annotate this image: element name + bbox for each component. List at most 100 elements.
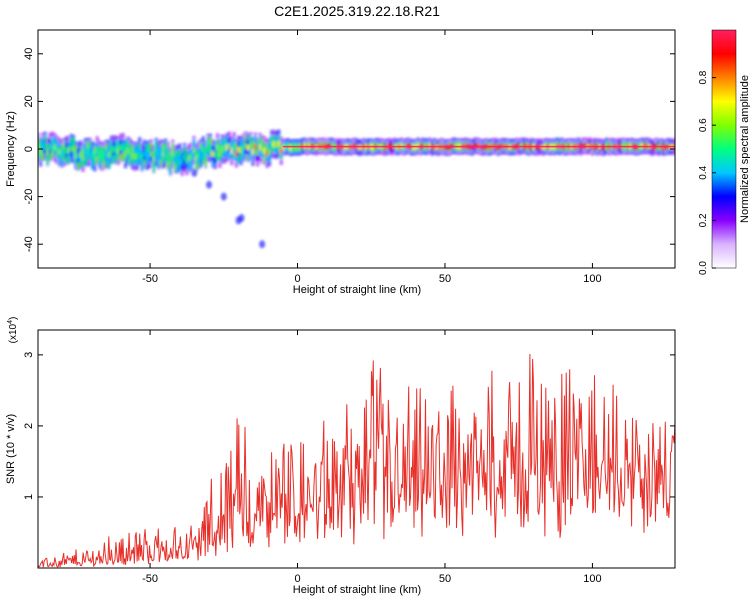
spectrogram-cell [183,146,186,154]
spectrogram-cell [343,144,347,151]
spectrogram-cell [296,144,300,151]
spectrogram-tail-point [220,192,227,201]
spectrogram-cell [471,144,474,151]
spectrogram-xlabel: Height of straight line (km) [293,284,421,296]
spectrogram-cell [263,147,266,154]
spectrogram-cell [246,153,250,161]
spectrogram-cell [110,155,113,164]
spectrogram-cell [650,144,653,151]
spectrogram-cell [55,146,59,153]
spectrogram-cell [235,142,238,150]
spectrogram-cell [171,151,174,157]
spectrogram-cell [100,145,104,153]
snr-xlabel: Height of straight line (km) [293,584,421,596]
spectrogram-cell [138,148,141,155]
spectrogram-cell [91,152,94,159]
spectrogram-ridge [38,129,675,249]
snr-frame [37,329,676,569]
spectrogram-cell [197,161,200,169]
spectrogram-cell [303,142,307,149]
spectrogram-cell [256,149,259,156]
spectrogram-cell [204,151,208,158]
spectrogram-cell [407,142,410,149]
spectrogram-cell [70,145,73,151]
spectrogram-cell [86,149,90,155]
spectrogram-cell [129,158,132,166]
spectrogram-cell [39,141,42,149]
spectrogram-cell [263,156,266,164]
spectrogram-cell [230,140,233,148]
spectrogram-cell [322,142,325,149]
spectrogram-cell [154,141,158,149]
snr-series-line [37,353,676,568]
spectrogram-cell [239,140,243,148]
spectrogram-cell [74,152,78,159]
spectrogram-cell [242,153,245,161]
spectrogram-cell [178,163,182,171]
spectrogram-cell [265,142,269,151]
spectrogram-cell [218,150,222,157]
spectrogram-cell [400,142,403,149]
spectrogram-cell [143,151,146,157]
spectrogram-cell [107,160,111,168]
spectrogram-cell [67,147,71,154]
spectrogram-cell [645,142,649,149]
spectrogram-cell [93,146,97,154]
colorbar-tick-label: 0.2 [698,213,709,227]
spectrogram-cell [277,140,281,147]
spectrogram-cell [577,142,580,149]
spectrogram-cell [110,147,113,153]
spectrogram-cell [112,155,115,163]
spectrogram-cell [159,159,163,167]
spectrogram-cell [225,144,229,151]
spectrogram-cell [589,142,592,149]
spectrogram-cell [79,160,82,168]
spectrogram-ytick-label: 0 [23,146,35,152]
spectrogram-cell [475,142,479,149]
colorbar-gradient [711,29,737,269]
colorbar-ticks: 0.0 0.2 0.4 0.6 0.8 [698,70,716,275]
spectrogram-cell [258,144,262,150]
spectrogram-cell [138,157,141,165]
spectrogram-xtick-label: -50 [142,273,158,285]
spectrogram-cell [430,144,434,151]
spectrogram-cell [38,136,40,144]
spectrogram-cell [237,146,241,153]
spectrogram-cell [216,144,219,151]
spectrogram-cell [261,146,264,153]
spectrogram-cell [246,144,250,151]
spectrogram-cell [435,144,439,151]
spectrogram-cell [360,144,363,151]
spectrogram-cell [228,151,231,159]
spectrogram-cell [232,143,236,150]
colorbar-tick-label: 0.8 [698,70,709,84]
spectrogram-cell [473,142,476,149]
spectrogram-cell [199,150,203,157]
spectrogram-cell [53,144,57,151]
spectrogram-cell [216,153,219,161]
spectrogram-cell [105,151,108,157]
spectrogram-cell [251,140,255,149]
spectrogram-cell [209,137,212,145]
spectrogram-cell [258,136,262,144]
spectrogram-cell [157,152,160,158]
spectrogram-cell [230,148,233,154]
snr-ytick-label: 2 [23,423,35,429]
spectrogram-cell [72,138,75,146]
spectrogram-cell [261,138,264,147]
spectrogram-cell [154,149,158,155]
spectrogram-cell [218,142,222,151]
spectrogram-cell [58,149,61,155]
spectrogram-cell [254,143,257,150]
spectrogram-cell [211,150,215,157]
spectrogram-cell [150,142,153,151]
spectrogram-cell [235,150,238,157]
snr-multiplier: (x104) [7,317,19,344]
spectrogram-ytick-label: -20 [23,189,35,205]
spectrogram-cell [213,144,217,152]
spectrogram-cell [237,155,241,163]
spectrogram-cell [270,141,274,147]
snr-xtick-label: 100 [583,573,601,585]
spectrogram-cell [209,145,212,151]
